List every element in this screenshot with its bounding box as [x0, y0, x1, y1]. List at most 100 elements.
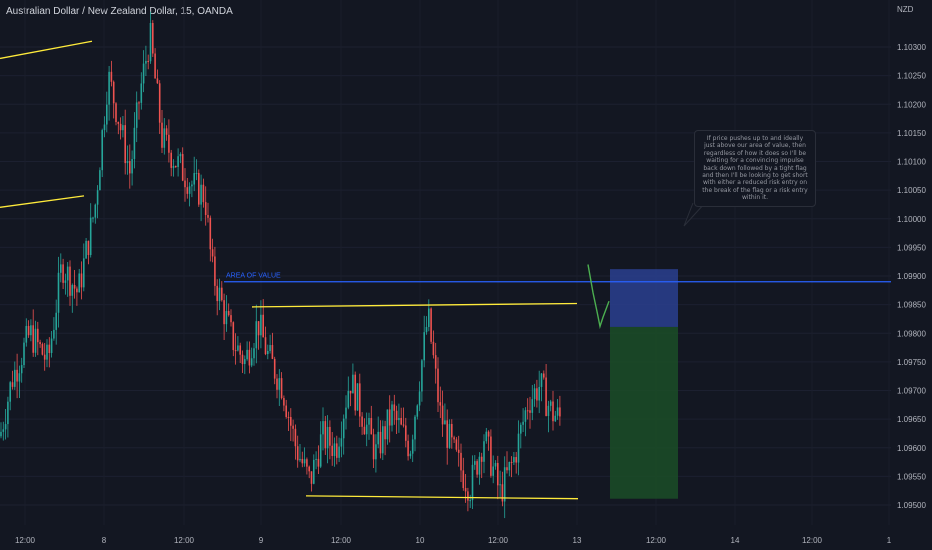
candle-body	[480, 456, 483, 462]
candle-body	[317, 458, 320, 467]
candle-body	[336, 443, 338, 458]
candle-body	[218, 287, 221, 302]
candle-body	[241, 354, 244, 365]
candle-body	[547, 405, 550, 416]
candle-body	[62, 264, 64, 283]
time-tick-label: 12:00	[15, 536, 36, 545]
candle-body	[524, 410, 527, 422]
candle-body	[257, 321, 260, 336]
price-tick-label: 1.10050	[897, 186, 926, 195]
candle-body	[540, 373, 543, 387]
candle-body	[170, 152, 172, 168]
price-tick-label: 1.10100	[897, 158, 926, 167]
currency-label: NZD	[897, 5, 914, 14]
candle-body	[110, 71, 113, 82]
candle-body	[326, 426, 329, 449]
price-axis[interactable]: NZD 1.10300 1.10250 1.10200 1.10150 1.10100 1…	[897, 5, 926, 510]
drawing-lines[interactable]: AREA OF VALUE	[0, 40, 891, 500]
candle-body	[230, 315, 232, 323]
candle-body	[165, 128, 168, 135]
candle-body	[156, 78, 159, 84]
candle-body	[391, 404, 393, 426]
candles	[0, 11, 561, 519]
candle-body	[103, 124, 106, 131]
price-tick-label: 1.09850	[897, 301, 926, 310]
candle-body	[9, 382, 11, 402]
candle-body	[126, 161, 129, 164]
candle-body	[384, 426, 386, 440]
candle-body	[30, 325, 32, 336]
candle-body	[168, 134, 170, 153]
candle-body	[225, 311, 228, 325]
candle-body	[533, 388, 536, 400]
candle-body	[536, 388, 538, 401]
candle-body	[14, 369, 16, 387]
candle-body	[303, 459, 306, 464]
candle-body	[340, 438, 343, 447]
candle-body	[18, 373, 21, 382]
candle-body	[469, 500, 471, 502]
candle-body	[260, 314, 262, 336]
price-tick-label: 1.09700	[897, 387, 926, 396]
candle-body	[253, 348, 255, 359]
price-tick-label: 1.09750	[897, 358, 926, 367]
price-tick-label: 1.09550	[897, 472, 926, 481]
candle-body	[267, 350, 269, 355]
candle-body	[474, 461, 476, 465]
time-tick-label: 13	[573, 536, 582, 545]
candle-body	[37, 328, 39, 343]
candle-body	[262, 314, 264, 338]
candle-body	[554, 415, 557, 422]
projected-path	[587, 264, 610, 330]
candle-body	[78, 273, 80, 293]
candle-body	[85, 240, 87, 259]
candle-body	[175, 165, 177, 167]
time-axis[interactable]: 12:00 8 12:00 9 12:00 10 12:00 13 12:00 14 12:00 1	[15, 536, 892, 545]
candle-body	[16, 369, 18, 382]
candle-body	[237, 345, 239, 351]
annotation-note[interactable]: If price pushes up to and ideally just a…	[694, 130, 816, 207]
candle-body	[140, 83, 143, 103]
candle-body	[517, 433, 520, 463]
price-tick-label: 1.10000	[897, 215, 926, 224]
candle-body	[515, 457, 517, 463]
candle-body	[407, 440, 409, 457]
candle-body	[352, 374, 354, 394]
candle-body	[76, 288, 78, 293]
time-tick-label: 1	[887, 536, 892, 545]
candle-body	[430, 308, 432, 342]
candle-body	[7, 401, 9, 425]
candle-body	[273, 358, 276, 379]
candle-body	[285, 405, 287, 417]
callout-tail	[683, 202, 706, 227]
candle-body	[467, 491, 469, 501]
candle-body	[457, 449, 460, 453]
candle-body	[73, 284, 76, 289]
candle-body	[428, 308, 430, 328]
candle-body	[276, 378, 278, 390]
candle-body	[122, 125, 124, 131]
candle-body	[108, 71, 110, 105]
candle-body	[510, 461, 513, 463]
candle-body	[181, 154, 184, 181]
candle-body	[375, 444, 377, 460]
candle-body	[39, 342, 41, 345]
candle-body	[0, 431, 2, 437]
candle-body	[382, 426, 384, 454]
candle-body	[80, 273, 83, 288]
candle-body	[354, 374, 356, 411]
candle-body	[409, 453, 412, 457]
position-zones[interactable]	[610, 269, 678, 499]
candle-body	[129, 161, 131, 174]
candle-body	[195, 173, 198, 175]
candle-body	[11, 382, 14, 387]
candle-body	[179, 154, 182, 157]
candle-body	[60, 264, 62, 273]
candle-body	[124, 125, 126, 164]
candle-body	[388, 409, 391, 426]
candle-body	[55, 312, 57, 330]
candle-body	[20, 365, 23, 374]
price-tick-label: 1.09900	[897, 272, 926, 281]
candle-body	[115, 103, 117, 123]
